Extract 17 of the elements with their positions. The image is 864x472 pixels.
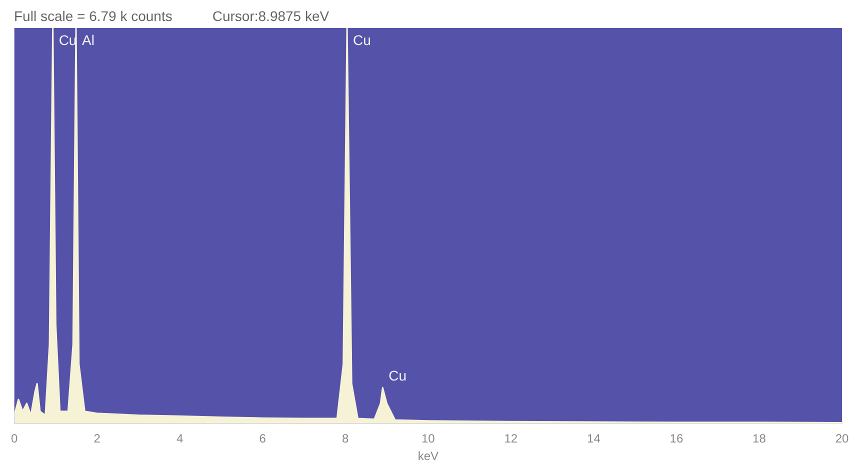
x-tick-label: 16 [670,432,684,446]
x-tick-label: 4 [176,432,184,446]
x-tick-label: 18 [752,432,766,446]
x-tick-label: 2 [94,432,101,446]
x-tick-label: 6 [259,432,266,446]
x-tick-label: 12 [504,432,518,446]
annotation: Cu [353,32,371,48]
x-tick-label: 10 [421,432,436,446]
annotation: Cu [388,367,407,384]
x-tick-label: 20 [835,432,849,446]
x-tick-label: 14 [587,432,601,446]
x-tick-label: 8 [342,432,350,446]
chart-subtitle: Cursor:8.9875 keV [212,8,330,26]
x-axis-title: keV [418,449,439,464]
x-tick-label: 0 [10,432,18,446]
annotation: Al [82,32,94,48]
chart-title: Full scale = 6.79 k counts [14,8,172,26]
